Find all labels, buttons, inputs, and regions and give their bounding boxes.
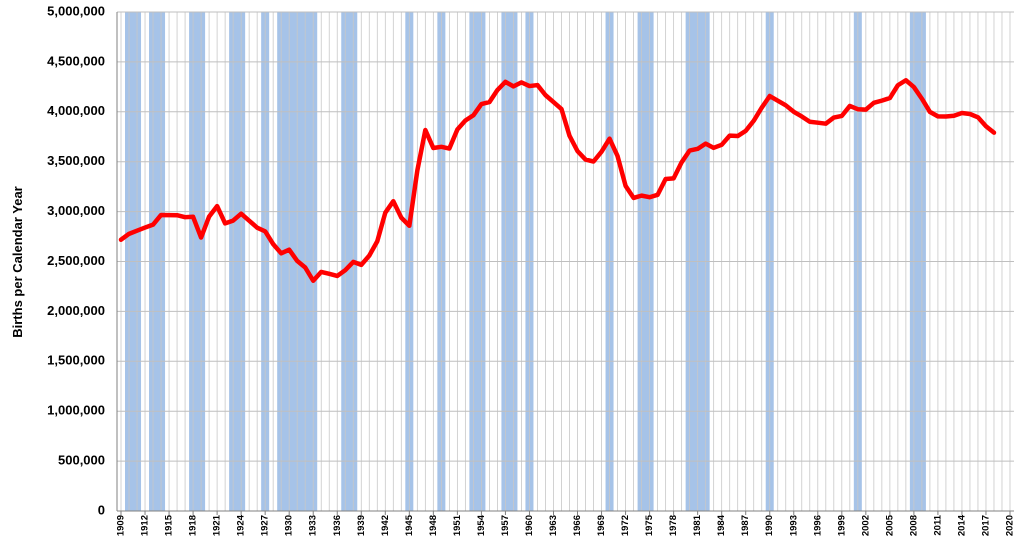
x-tick-label: 2005	[884, 514, 895, 536]
y-tick-label: 4,500,000	[47, 53, 105, 68]
x-tick-label: 1927	[260, 515, 271, 536]
y-tick-label: 5,000,000	[47, 3, 105, 18]
x-tick-label: 1987	[740, 515, 751, 536]
x-tick-label: 1963	[548, 515, 559, 536]
x-tick-label: 1909	[116, 515, 127, 536]
x-tick-label: 1924	[236, 514, 247, 536]
x-tick-label: 2020	[1005, 515, 1016, 536]
line-series	[118, 78, 997, 284]
x-tick-label: 1945	[404, 514, 415, 536]
y-tick-label: 1,000,000	[47, 403, 105, 418]
x-tick-label: 1948	[428, 515, 439, 536]
y-tick-label: 2,000,000	[47, 303, 105, 318]
y-axis-label: Births per Calendar Year	[10, 186, 25, 338]
x-tick-label: 1915	[164, 514, 175, 536]
x-tick-label: 2017	[980, 515, 991, 536]
x-tick-label: 1999	[836, 515, 847, 536]
x-tick-label: 1960	[524, 515, 535, 536]
x-tick-label: 1996	[812, 515, 823, 536]
x-tick-label: 1969	[596, 515, 607, 536]
y-tick-label: 500,000	[58, 453, 105, 468]
x-tick-label: 2011	[932, 514, 943, 535]
x-tick-label: 1951	[452, 514, 463, 536]
x-tick-label: 1918	[188, 515, 199, 536]
y-tick-label: 2,500,000	[47, 253, 105, 268]
y-tick-label: 3,000,000	[47, 203, 105, 218]
x-tick-label: 1939	[356, 515, 367, 536]
x-tick-label: 1921	[212, 514, 223, 536]
x-tick-label: 1972	[620, 515, 631, 536]
x-tick-label: 1993	[788, 515, 799, 536]
y-tick-label: 4,000,000	[47, 103, 105, 118]
x-tick-label: 1912	[140, 515, 151, 536]
x-tick-label: 1954	[476, 514, 487, 536]
x-tick-label: 2008	[908, 515, 919, 536]
x-tick-label: 2014	[956, 514, 967, 536]
x-tick-label: 1984	[716, 514, 727, 536]
x-tick-label: 1930	[284, 515, 295, 536]
y-tick-label: 1,500,000	[47, 353, 105, 368]
x-tick-label: 2002	[860, 515, 871, 536]
x-tick-label: 1936	[332, 515, 343, 536]
x-tick-label: 1981	[692, 514, 703, 536]
x-tick-label: 1990	[764, 515, 775, 536]
x-tick-label: 1957	[500, 515, 511, 536]
x-tick-label: 1975	[644, 514, 655, 536]
x-tick-label: 1978	[668, 515, 679, 536]
x-tick-label: 1933	[308, 515, 319, 536]
x-tick-label: 1966	[572, 515, 583, 536]
y-tick-label: 3,500,000	[47, 153, 105, 168]
y-tick-label: 0	[98, 502, 105, 517]
x-tick-label: 1942	[380, 515, 391, 536]
